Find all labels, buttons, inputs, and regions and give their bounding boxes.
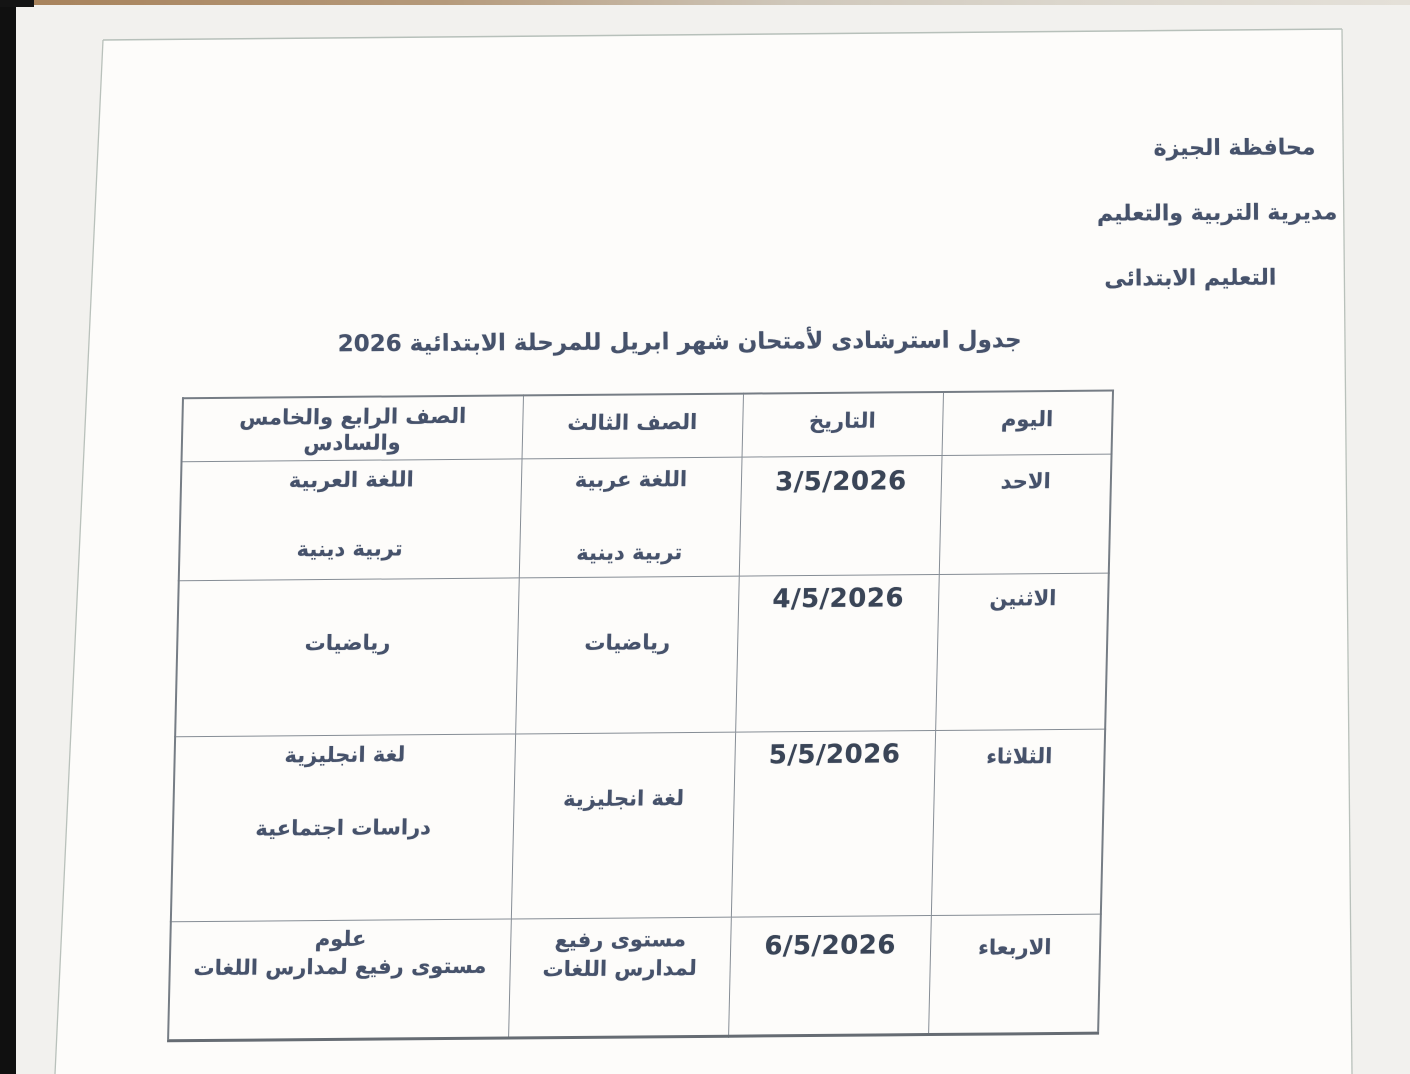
cell-day: الثلاثاء xyxy=(930,728,1106,916)
header-day-label: اليوم xyxy=(1000,407,1054,432)
header-cell-day: اليوم xyxy=(941,390,1114,455)
day-name: الاربعاء xyxy=(977,934,1052,960)
header-cell-grade3: الصف الثالث xyxy=(521,393,744,459)
photo-left-edge-strip xyxy=(0,0,16,1074)
header-date-label: التاريخ xyxy=(808,408,876,434)
cell-day: الاحد xyxy=(938,453,1112,574)
cell-date: 5/5/2026 xyxy=(730,730,936,917)
subject-line: لغة انجليزية xyxy=(562,785,685,811)
subject-line: دراسات اجتماعية xyxy=(255,814,432,841)
table-row-tuesday: الثلاثاء 5/5/2026 لغة انجليزية لغة انجلي… xyxy=(170,728,1106,922)
header-cell-date: التاريخ xyxy=(741,391,944,457)
cell-grade456-subjects: علوم مستوى رفيع لمدارس اللغات xyxy=(168,918,511,1041)
cell-grade3-subjects: اللغة عربية تربية دينية xyxy=(518,456,742,578)
subject-line: اللغة العربية xyxy=(288,466,414,492)
cell-grade456-subjects: لغة انجليزية دراسات اجتماعية xyxy=(170,733,516,922)
day-name: الاثنين xyxy=(989,585,1057,611)
directorate-line: مديرية التربية والتعليم xyxy=(1096,200,1338,227)
header-grade3-label: الصف الثالث xyxy=(567,409,698,436)
cell-date: 6/5/2026 xyxy=(728,915,931,1036)
cell-day: الاربعاء xyxy=(928,913,1101,1035)
cell-day: الاثنين xyxy=(935,572,1109,731)
education-stage-line: التعليم الابتدائى xyxy=(1104,265,1277,292)
day-name: الثلاثاء xyxy=(985,743,1053,769)
subject-line: مستوى رفيع لمدارس اللغات xyxy=(193,953,487,980)
exam-date: 3/5/2026 xyxy=(774,465,908,497)
header-grade456-line1: الصف الرابع والخامس xyxy=(239,403,467,430)
page-border-left xyxy=(54,39,104,1074)
page-border-right xyxy=(1341,28,1353,1074)
table-row-wednesday: الاربعاء 6/5/2026 مستوى رفيع لمدارس اللغ… xyxy=(168,913,1101,1041)
exam-date: 6/5/2026 xyxy=(764,929,897,961)
table-header-row: اليوم التاريخ الصف الثالث الصف الرابع وا… xyxy=(181,390,1114,462)
day-name: الاحد xyxy=(1000,468,1052,493)
subject-line: تربية دينية xyxy=(296,536,403,562)
exam-schedule-table: اليوم التاريخ الصف الثالث الصف الرابع وا… xyxy=(167,389,1115,1042)
subject-line: رياضيات xyxy=(584,629,671,655)
header-cell-grade456: الصف الرابع والخامس والسادس xyxy=(181,395,523,462)
subject-line: تربية دينية xyxy=(576,539,683,565)
exam-date: 5/5/2026 xyxy=(768,738,901,770)
cell-grade456-subjects: رياضيات xyxy=(175,577,519,737)
photo-corner-mark xyxy=(0,0,34,7)
table-row-sunday: الاحد 3/5/2026 اللغة عربية تربية دينية ا… xyxy=(178,453,1112,581)
subject-line: رياضيات xyxy=(304,629,391,655)
subject-line: لمدارس اللغات xyxy=(542,955,698,982)
cell-date: 4/5/2026 xyxy=(735,573,939,732)
table-row-monday: الاثنين 4/5/2026 رياضيات رياضيات xyxy=(175,572,1109,737)
page-border-top xyxy=(102,28,1343,41)
subject-line: مستوى رفيع xyxy=(554,926,687,952)
photo-top-edge-line xyxy=(30,0,1410,5)
subject-line: علوم xyxy=(314,926,367,951)
schedule-title: جدول استرشادى لأمتحان شهر ابريل للمرحلة … xyxy=(337,327,1022,358)
cell-grade456-subjects: اللغة العربية تربية دينية xyxy=(178,458,522,581)
subject-line: لغة انجليزية xyxy=(284,741,406,767)
cell-date: 3/5/2026 xyxy=(738,454,942,576)
cell-grade3-subjects: مستوى رفيع لمدارس اللغات xyxy=(508,916,731,1038)
subject-line: اللغة عربية xyxy=(574,466,688,492)
paper-area xyxy=(55,29,1352,1074)
header-grade456-line2: والسادس xyxy=(303,430,402,456)
cell-grade3-subjects: لغة انجليزية xyxy=(510,731,736,919)
exam-date: 4/5/2026 xyxy=(772,582,905,614)
cell-grade3-subjects: رياضيات xyxy=(515,575,739,734)
governorate-line: محافظة الجيزة xyxy=(1153,135,1316,162)
